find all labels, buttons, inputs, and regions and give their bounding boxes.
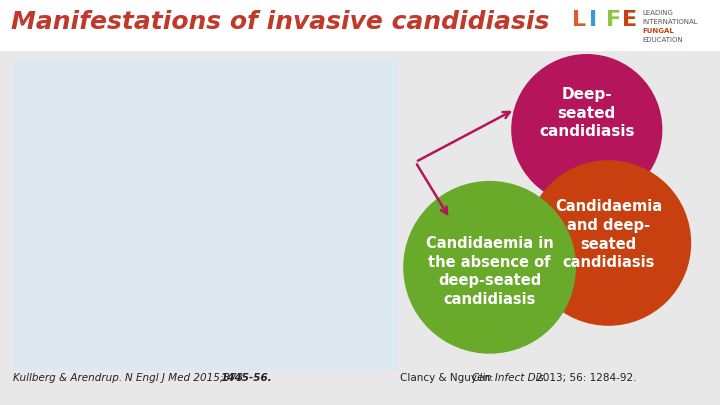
Text: L: L <box>572 10 587 30</box>
Text: E: E <box>622 10 637 30</box>
Ellipse shape <box>526 160 691 326</box>
Text: Deep-
seated
candidiasis: Deep- seated candidiasis <box>539 87 634 139</box>
Text: N Engl J Med 2015;373:: N Engl J Med 2015;373: <box>125 373 246 383</box>
Text: LEADING: LEADING <box>642 10 673 16</box>
Text: Candidaemia
and deep-
seated
candidiasis: Candidaemia and deep- seated candidiasis <box>555 200 662 270</box>
Text: 1445-56.: 1445-56. <box>220 373 272 383</box>
Text: Clancy & Nguyen:: Clancy & Nguyen: <box>400 373 497 383</box>
Text: 2013; 56: 1284-92.: 2013; 56: 1284-92. <box>533 373 636 383</box>
Text: Manifestations of invasive candidiasis: Manifestations of invasive candidiasis <box>11 10 549 34</box>
Text: EDUCATION: EDUCATION <box>642 37 683 43</box>
Text: Kullberg & Arendrup.: Kullberg & Arendrup. <box>13 373 125 383</box>
Text: F: F <box>606 10 621 30</box>
Text: FUNGAL: FUNGAL <box>642 28 674 34</box>
Bar <box>13 59 398 371</box>
Text: Clin Infect Dis.: Clin Infect Dis. <box>472 373 546 383</box>
Ellipse shape <box>403 181 576 354</box>
Text: Candidaemia in
the absence of
deep-seated
candidiasis: Candidaemia in the absence of deep-seate… <box>426 236 554 307</box>
Text: I: I <box>589 10 597 30</box>
Ellipse shape <box>511 54 662 205</box>
Bar <box>0 0 720 51</box>
Text: INTERNATIONAL: INTERNATIONAL <box>642 19 698 25</box>
